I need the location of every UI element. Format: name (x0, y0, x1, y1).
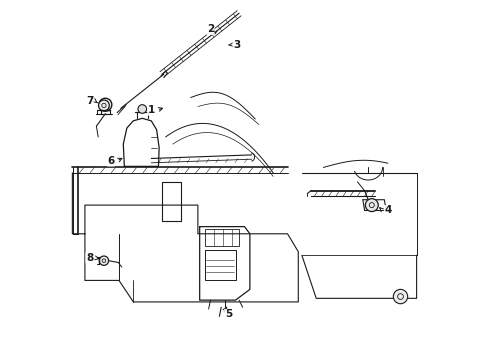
Bar (204, 250, 235, 280)
Circle shape (138, 105, 146, 113)
Text: 5: 5 (224, 310, 231, 319)
Bar (204, 229, 239, 246)
Text: 1: 1 (147, 105, 155, 115)
Circle shape (99, 98, 112, 111)
Text: 3: 3 (232, 40, 240, 50)
Text: 6: 6 (107, 156, 115, 166)
Bar (162, 182, 180, 221)
Circle shape (99, 256, 108, 265)
Circle shape (392, 289, 407, 304)
Circle shape (365, 199, 378, 212)
Text: 7: 7 (86, 96, 93, 106)
Text: 8: 8 (86, 253, 93, 263)
Circle shape (99, 100, 109, 111)
Text: 4: 4 (384, 206, 391, 216)
Text: 2: 2 (206, 24, 214, 35)
